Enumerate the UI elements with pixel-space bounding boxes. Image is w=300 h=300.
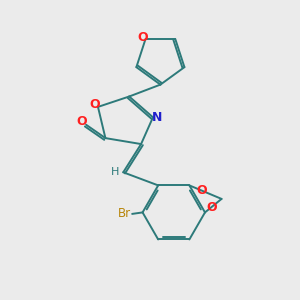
Text: O: O bbox=[76, 115, 87, 128]
Text: H: H bbox=[111, 167, 119, 177]
Text: O: O bbox=[196, 184, 207, 197]
Text: O: O bbox=[138, 31, 148, 44]
Text: N: N bbox=[152, 111, 163, 124]
Text: Br: Br bbox=[118, 207, 131, 220]
Text: O: O bbox=[89, 98, 100, 111]
Text: O: O bbox=[206, 201, 217, 214]
